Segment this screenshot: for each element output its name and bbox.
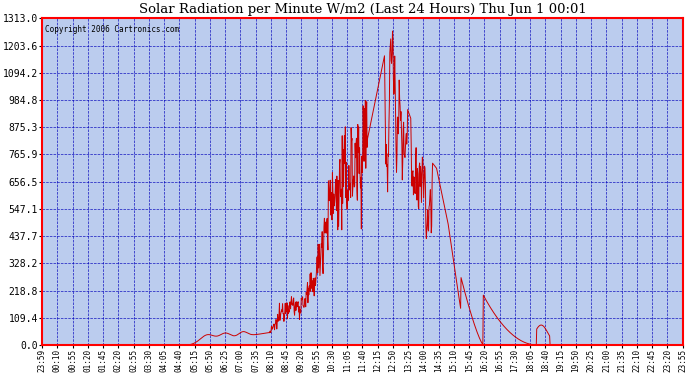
Title: Solar Radiation per Minute W/m2 (Last 24 Hours) Thu Jun 1 00:01: Solar Radiation per Minute W/m2 (Last 24… [139,3,586,16]
Text: Copyright 2006 Cartronics.com: Copyright 2006 Cartronics.com [46,25,179,34]
